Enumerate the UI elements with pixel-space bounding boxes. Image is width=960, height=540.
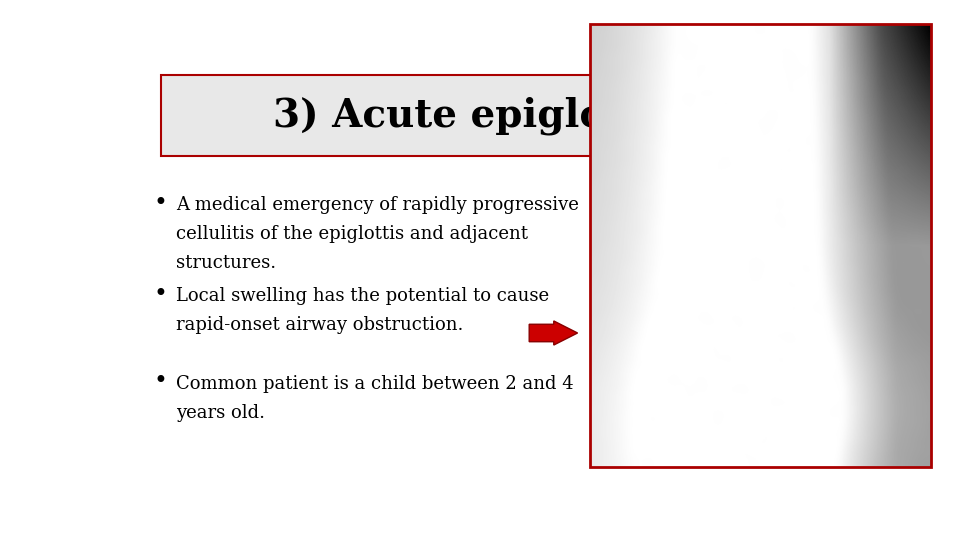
Text: Common patient is a child between 2 and 4
years old.: Common patient is a child between 2 and …: [176, 375, 573, 422]
Text: 3) Acute epiglottitis: 3) Acute epiglottitis: [274, 97, 710, 135]
Text: A medical emergency of rapidly progressive
cellulitis of the epiglottis and adja: A medical emergency of rapidly progressi…: [176, 196, 579, 272]
Bar: [161, 75, 823, 156]
Text: •: •: [154, 283, 168, 306]
Text: •: •: [154, 370, 168, 394]
Text: •: •: [154, 192, 168, 214]
FancyArrow shape: [529, 321, 578, 345]
Text: Local swelling has the potential to cause
rapid-onset airway obstruction.: Local swelling has the potential to caus…: [176, 287, 549, 334]
